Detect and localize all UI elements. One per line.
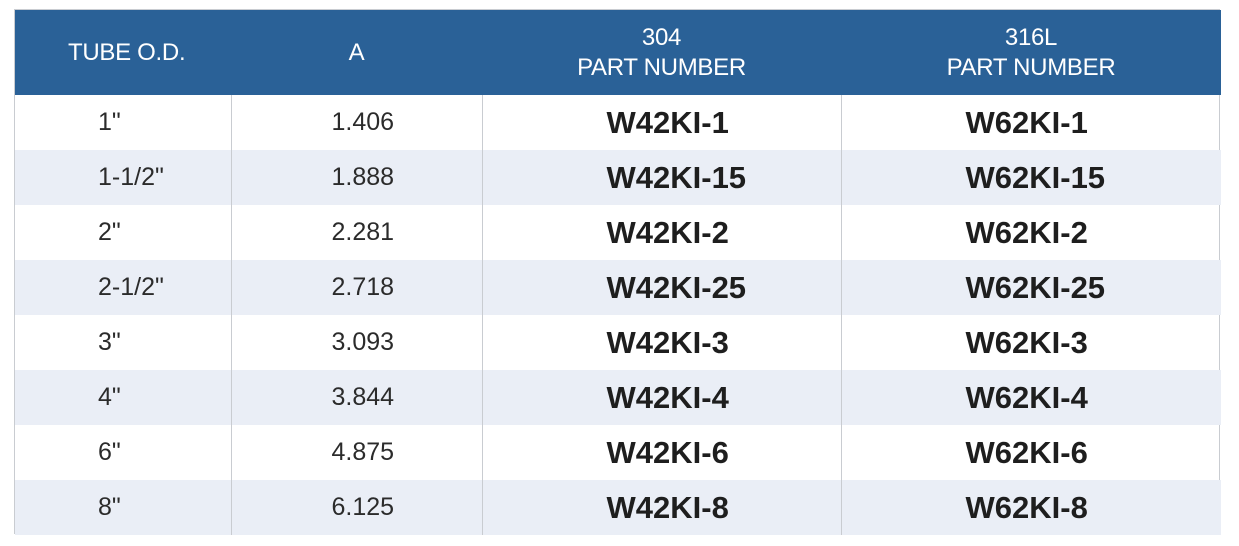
cell-tube-od: 2-1/2" xyxy=(15,260,232,315)
cell-316l-part-number: W62KI-15 xyxy=(841,150,1221,205)
cell-a: 6.125 xyxy=(231,480,483,535)
header-304-line1: 304 xyxy=(641,23,682,51)
part-number-table: TUBE O.D. A 304 PART NUMBER 316L PART NU… xyxy=(15,10,1221,535)
cell-316l-part-number: W62KI-4 xyxy=(841,370,1221,425)
cell-a: 3.844 xyxy=(231,370,483,425)
cell-tube-od: 1-1/2" xyxy=(15,150,232,205)
cell-304-part-number: W42KI-15 xyxy=(482,150,842,205)
table-row: 1-1/2" 1.888 W42KI-15 W62KI-15 xyxy=(15,150,1221,205)
cell-a: 2.281 xyxy=(231,205,483,260)
header-316l-part-number: 316L PART NUMBER xyxy=(841,10,1221,95)
cell-304-part-number: W42KI-25 xyxy=(482,260,842,315)
table-row: 6" 4.875 W42KI-6 W62KI-6 xyxy=(15,425,1221,480)
cell-a: 4.875 xyxy=(231,425,483,480)
table-body: 1" 1.406 W42KI-1 W62KI-1 1-1/2" 1.888 W4… xyxy=(15,95,1221,535)
cell-tube-od: 3" xyxy=(15,315,232,370)
cell-316l-part-number: W62KI-8 xyxy=(841,480,1221,535)
header-row: TUBE O.D. A 304 PART NUMBER 316L PART NU… xyxy=(15,10,1221,95)
cell-316l-part-number: W62KI-1 xyxy=(965,104,1088,140)
cell-304-part-number: W42KI-6 xyxy=(482,425,842,480)
header-316l-line2: PART NUMBER xyxy=(946,53,1116,81)
cell-304-part-number: W42KI-8 xyxy=(482,480,842,535)
cell-304-part-number: W42KI-3 xyxy=(482,315,842,370)
header-tube-od: TUBE O.D. xyxy=(15,10,231,95)
part-number-table-frame: TUBE O.D. A 304 PART NUMBER 316L PART NU… xyxy=(14,9,1221,535)
cell-a: 1.406 xyxy=(231,95,483,150)
cell-a: 1.888 xyxy=(231,150,483,205)
table-row: 4" 3.844 W42KI-4 W62KI-4 xyxy=(15,370,1221,425)
cell-tube-od: 2" xyxy=(15,205,232,260)
cell-304-part-number: W42KI-1 xyxy=(482,95,842,150)
header-304-line2: PART NUMBER xyxy=(577,53,746,81)
cell-a: 2.718 xyxy=(231,260,483,315)
table-row: 2-1/2" 2.718 W42KI-25 W62KI-25 xyxy=(15,260,1221,315)
header-316l-line1: 316L xyxy=(1004,23,1058,51)
cell-tube-od: 8" xyxy=(15,480,232,535)
cell-tube-od: 1" xyxy=(15,95,232,150)
table-row: 3" 3.093 W42KI-3 W62KI-3 xyxy=(15,315,1221,370)
cell-a: 3.093 xyxy=(231,315,483,370)
cell-304-part-number: W42KI-2 xyxy=(482,205,842,260)
cell-tube-od: 6" xyxy=(15,425,232,480)
header-304-part-number: 304 PART NUMBER xyxy=(482,10,841,95)
table-header: TUBE O.D. A 304 PART NUMBER 316L PART NU… xyxy=(15,10,1221,95)
header-a: A xyxy=(231,10,482,95)
cell-316l-part-number: W62KI-6 xyxy=(965,434,1088,470)
cell-304-part-number: W42KI-4 xyxy=(482,370,842,425)
table-row: 2" 2.281 W42KI-2 W62KI-2 xyxy=(15,205,1221,260)
cell-316l-part-number: W62KI-3 xyxy=(965,324,1088,360)
table-row: 1" 1.406 W42KI-1 W62KI-1 xyxy=(15,95,1221,150)
cell-316l-part-number: W62KI-2 xyxy=(965,214,1088,250)
cell-tube-od: 4" xyxy=(15,370,232,425)
table-row: 8" 6.125 W42KI-8 W62KI-8 xyxy=(15,480,1221,535)
cell-316l-part-number: W62KI-25 xyxy=(841,260,1221,315)
